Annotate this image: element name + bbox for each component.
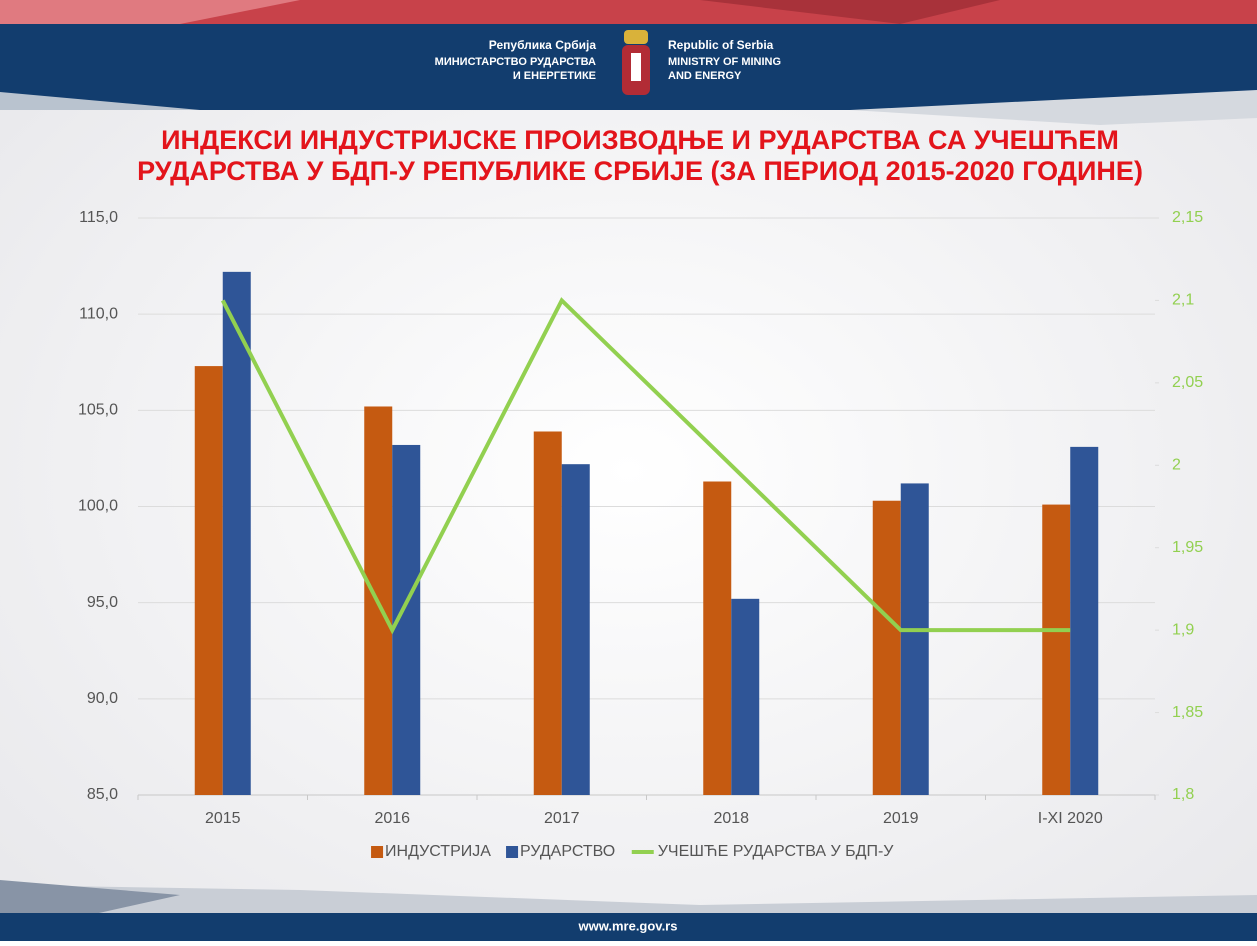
x-tick-label: 2018 — [713, 810, 749, 827]
chart-title: РУДАРСТВА У БДП-У РЕПУБЛИКЕ СРБИЈЕ (ЗА П… — [137, 156, 1143, 186]
x-tick-label: 2017 — [544, 810, 580, 827]
coat-of-arms — [622, 30, 650, 95]
y2-tick-label: 1,9 — [1172, 621, 1194, 638]
y-tick-label: 95,0 — [87, 594, 118, 611]
header-text: AND ENERGY — [668, 70, 742, 82]
bar — [195, 366, 223, 795]
x-tick-label: I-XI 2020 — [1038, 810, 1103, 827]
y2-tick-label: 1,8 — [1172, 786, 1194, 803]
y-tick-label: 105,0 — [78, 402, 118, 419]
header-text: И ЕНЕРГЕТИКЕ — [513, 70, 596, 82]
slide: Република Србија МИНИСТАРСТВО РУДАРСТВА … — [0, 0, 1257, 941]
bar — [1070, 447, 1098, 795]
header-text: Република Србија — [489, 38, 597, 52]
bar — [901, 483, 929, 795]
bar — [562, 464, 590, 795]
y-tick-label: 90,0 — [87, 690, 118, 707]
legend-key — [371, 846, 383, 858]
bar — [534, 431, 562, 795]
bar — [1042, 505, 1070, 795]
y2-tick-label: 1,95 — [1172, 539, 1203, 556]
y2-tick-label: 2,15 — [1172, 209, 1203, 226]
legend-label: ИНДУСТРИЈА — [385, 843, 491, 860]
bar — [873, 501, 901, 795]
chart-title: ИНДЕКСИ ИНДУСТРИЈСКЕ ПРОИЗВОДЊЕ И РУДАРС… — [161, 125, 1119, 155]
y-tick-label: 110,0 — [79, 305, 118, 322]
header-text: Republic of Serbia — [668, 38, 774, 52]
x-tick-label: 2015 — [205, 810, 241, 827]
x-tick-label: 2016 — [374, 810, 410, 827]
y-tick-label: 100,0 — [78, 498, 118, 515]
header-text: MINISTRY OF MINING — [668, 56, 781, 68]
y2-tick-label: 2 — [1172, 457, 1181, 474]
header-text: МИНИСТАРСТВО РУДАРСТВА — [435, 56, 596, 68]
footer-url: www.mre.gov.rs — [578, 918, 678, 933]
legend-label: УЧЕШЋЕ РУДАРСТВА У БДП-У — [658, 843, 895, 860]
y-tick-label: 85,0 — [87, 786, 118, 803]
x-tick-label: 2019 — [883, 810, 919, 827]
y2-tick-label: 2,1 — [1172, 292, 1194, 309]
y-tick-label: 115,0 — [79, 209, 118, 226]
bar — [731, 599, 759, 795]
y2-tick-label: 1,85 — [1172, 704, 1203, 721]
legend-key — [506, 846, 518, 858]
legend-label: РУДАРСТВО — [520, 843, 615, 860]
y2-tick-label: 2,05 — [1172, 374, 1203, 391]
bar — [703, 481, 731, 795]
